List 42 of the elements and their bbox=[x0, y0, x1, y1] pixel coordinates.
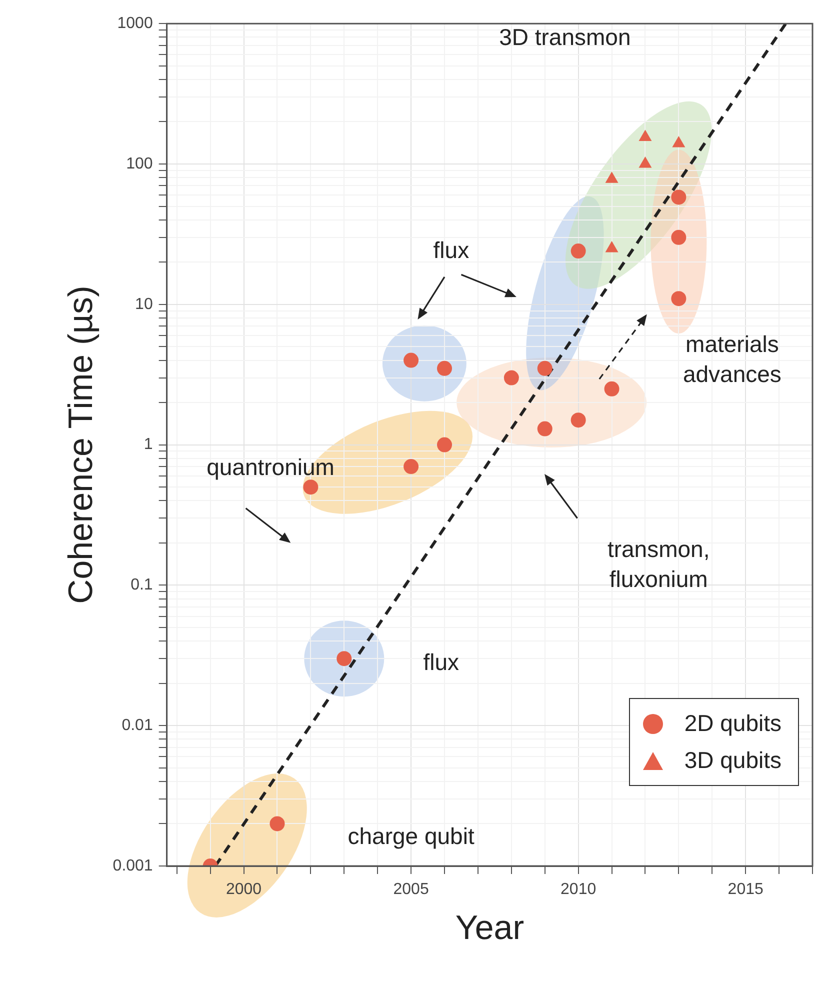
point bbox=[605, 241, 618, 252]
annotation: 3D transmon bbox=[498, 23, 632, 52]
y-tick-label: 1000 bbox=[117, 15, 153, 32]
x-tick-label: 2005 bbox=[393, 881, 429, 898]
point bbox=[404, 459, 419, 474]
y-tick-label: 0.01 bbox=[122, 717, 153, 734]
legend-label: 2D qubits bbox=[684, 709, 782, 738]
point bbox=[671, 190, 686, 205]
y-tick-label: 100 bbox=[126, 155, 153, 172]
y-tick-label: 1 bbox=[144, 436, 153, 454]
y-tick-label: 0.1 bbox=[130, 576, 153, 594]
point bbox=[604, 381, 620, 396]
x-tick-label: 2015 bbox=[728, 881, 764, 898]
point bbox=[671, 230, 686, 245]
annotation: charge qubit bbox=[346, 822, 476, 852]
point bbox=[437, 437, 452, 452]
y-tick-label: 0.001 bbox=[112, 857, 153, 874]
point bbox=[404, 352, 419, 368]
legend-label: 3D qubits bbox=[684, 746, 782, 776]
point bbox=[605, 172, 618, 183]
annotation: flux bbox=[432, 236, 470, 266]
point bbox=[504, 370, 519, 386]
x-tick-label: 2010 bbox=[560, 881, 596, 898]
point bbox=[537, 421, 552, 436]
point bbox=[437, 360, 452, 376]
y-tick-label: 10 bbox=[135, 296, 153, 313]
x-axis-title: Year bbox=[455, 908, 524, 947]
point bbox=[638, 130, 652, 142]
point bbox=[672, 136, 686, 148]
annotation: transmon, fluxonium bbox=[606, 534, 711, 594]
point bbox=[570, 244, 586, 259]
point bbox=[270, 816, 285, 832]
point bbox=[638, 156, 652, 168]
annotation: materials advances bbox=[682, 330, 782, 390]
point bbox=[303, 480, 318, 495]
y-axis-title: Coherence Time (µs) bbox=[62, 286, 100, 604]
x-tick-label: 2000 bbox=[226, 881, 262, 898]
annotation: flux bbox=[422, 648, 460, 677]
annotation: quantronium bbox=[206, 453, 336, 482]
point bbox=[671, 291, 686, 306]
point bbox=[537, 360, 552, 376]
point bbox=[570, 412, 586, 428]
